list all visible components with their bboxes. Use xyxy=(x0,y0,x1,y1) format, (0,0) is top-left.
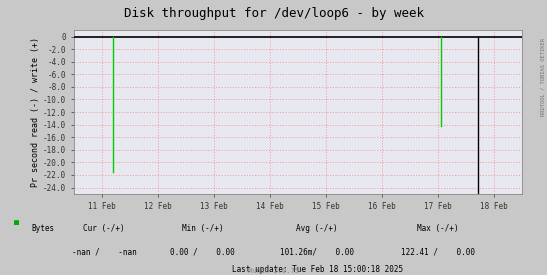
Text: Cur (-/+): Cur (-/+) xyxy=(83,224,125,233)
Text: RRDTOOL / TOBIAS OETIKER: RRDTOOL / TOBIAS OETIKER xyxy=(540,38,545,116)
Text: -nan /    -nan: -nan / -nan xyxy=(72,248,136,257)
Text: 0.00 /    0.00: 0.00 / 0.00 xyxy=(170,248,235,257)
Text: Last update: Tue Feb 18 15:00:18 2025: Last update: Tue Feb 18 15:00:18 2025 xyxy=(232,265,403,274)
Y-axis label: Pr second read (-) / write (+): Pr second read (-) / write (+) xyxy=(31,37,40,187)
Text: 101.26m/    0.00: 101.26m/ 0.00 xyxy=(280,248,354,257)
Text: ■: ■ xyxy=(14,218,19,227)
Text: Avg (-/+): Avg (-/+) xyxy=(296,224,338,233)
Text: Max (-/+): Max (-/+) xyxy=(417,224,458,233)
Text: Min (-/+): Min (-/+) xyxy=(182,224,223,233)
Text: Disk throughput for /dev/loop6 - by week: Disk throughput for /dev/loop6 - by week xyxy=(124,7,423,20)
Text: Bytes: Bytes xyxy=(32,224,55,233)
Text: Munin 2.0.75: Munin 2.0.75 xyxy=(248,268,299,274)
Text: 122.41 /    0.00: 122.41 / 0.00 xyxy=(400,248,475,257)
